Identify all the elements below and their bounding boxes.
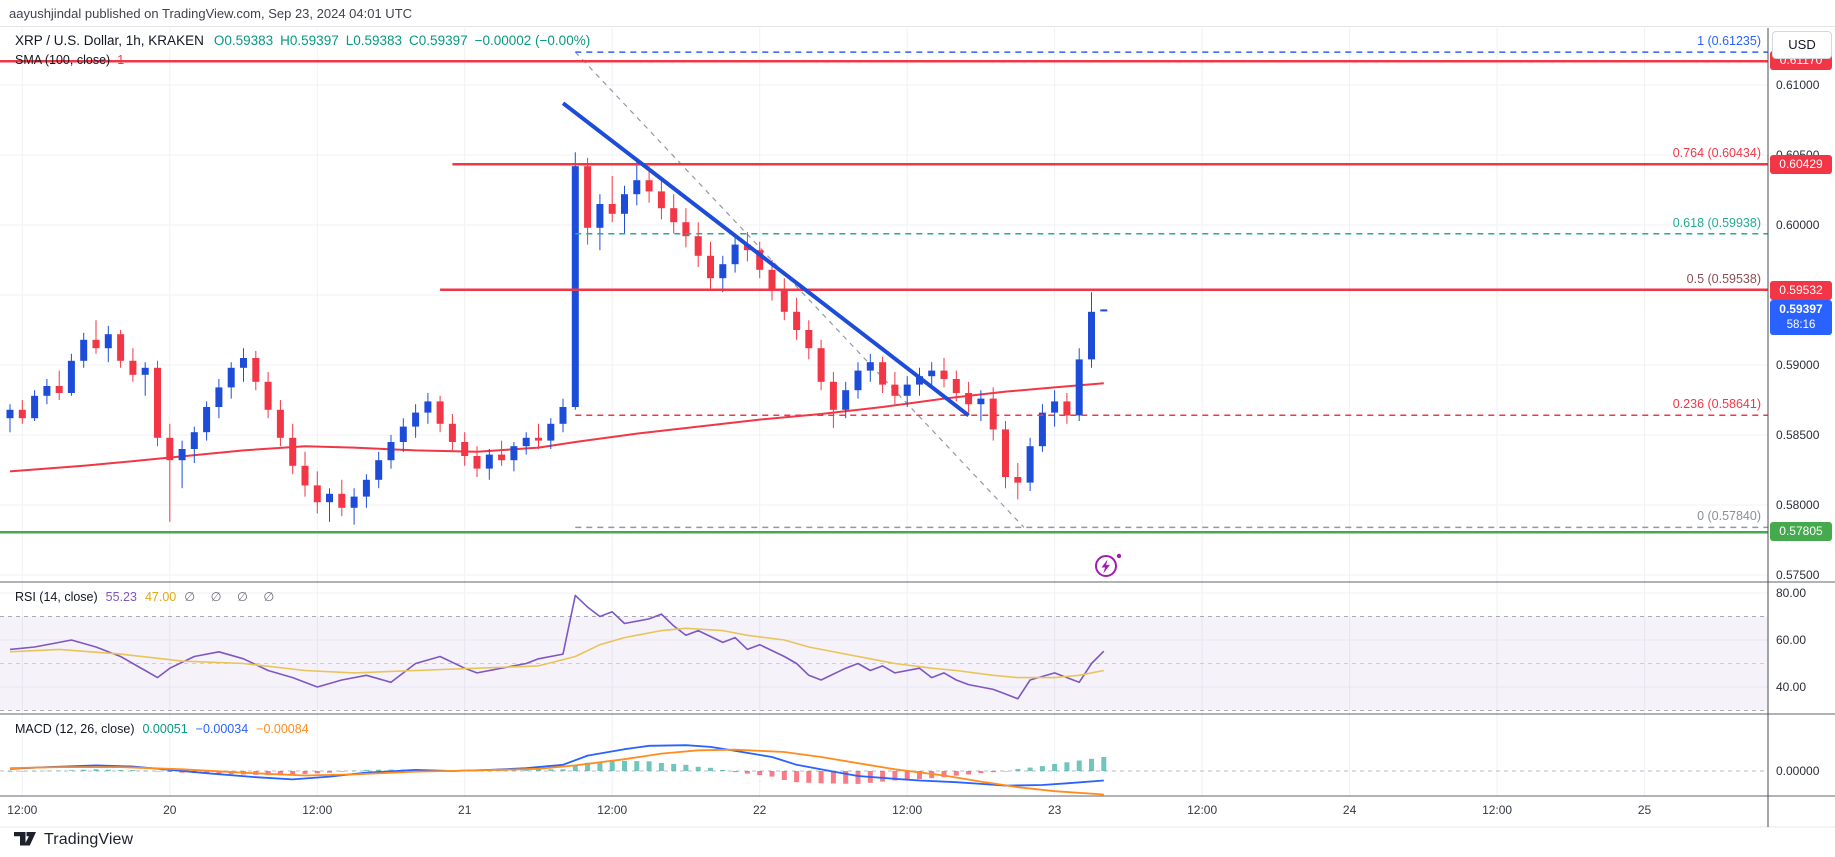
rsi-ma-value: 47.00 <box>144 590 177 604</box>
tradingview-logo-icon <box>14 831 36 845</box>
scale-tick: 0.58500 <box>1776 428 1820 442</box>
rsi-legend-label: RSI (14, close) <box>15 590 98 604</box>
price-tag: 0.60429 <box>1770 154 1832 174</box>
scale-tick: 80.00 <box>1776 586 1807 600</box>
time-axis-label: 12:00 <box>597 803 628 817</box>
time-axis-label: 23 <box>1047 803 1062 817</box>
fib-label: 0 (0.57840) <box>1697 509 1761 524</box>
scale-tick: 0.58000 <box>1776 498 1820 512</box>
rsi-value: 55.23 <box>105 590 137 604</box>
fib-label: 0.764 (0.60434) <box>1672 146 1761 161</box>
fib-label: 1 (0.61235) <box>1697 34 1761 49</box>
time-axis-label: 20 <box>163 803 177 817</box>
tradingview-logo[interactable]: TradingView <box>14 831 133 849</box>
publish-info-bar: aayushjindal published on TradingView.co… <box>0 0 1835 27</box>
time-axis-label: 12:00 <box>892 803 923 817</box>
macd-legend: MACD (12, 26, close) 0.00051 −0.00034 −0.00… <box>15 722 317 736</box>
time-axis-label: 12:00 <box>1482 803 1513 817</box>
ohlc-open: O0.59383 <box>213 33 274 48</box>
scale-tick: 0.59000 <box>1776 358 1820 372</box>
sma-legend-value: 1 <box>117 53 125 67</box>
fib-label: 0.236 (0.58641) <box>1672 397 1761 412</box>
symbol-legend: XRP / U.S. Dollar, 1h, KRAKEN O0.59383 H0.… <box>15 33 597 48</box>
time-axis-label: 25 <box>1637 803 1652 817</box>
time-axis-label: 12:00 <box>1187 803 1218 817</box>
scale-tick: 0.61000 <box>1776 78 1820 92</box>
sma-legend-label: SMA (100, close) <box>15 53 111 67</box>
macd-hist-value: 0.00051 <box>142 722 188 736</box>
scale-tick: 40.00 <box>1776 680 1807 694</box>
ohlc-low: L0.59383 <box>345 33 403 48</box>
price-tag: 0.57805 <box>1770 522 1832 542</box>
currency-toggle-button[interactable]: USD <box>1772 31 1832 59</box>
time-axis-label: 12:00 <box>7 803 38 817</box>
time-axis-label: 22 <box>753 803 767 817</box>
time-axis-label: 12:00 <box>302 803 333 817</box>
fib-label: 0.618 (0.59938) <box>1672 215 1761 230</box>
time-axis-label: 21 <box>458 803 472 817</box>
price-change: −0.00002 (−0.00%) <box>474 33 591 48</box>
symbol-title: XRP / U.S. Dollar, 1h, KRAKEN <box>15 33 204 48</box>
sma-legend: SMA (100, close) 1 <box>15 53 124 67</box>
scale-tick: 0.60000 <box>1776 218 1820 232</box>
scale-tick: 0.57500 <box>1776 568 1820 582</box>
tradingview-logo-text: TradingView <box>44 831 134 848</box>
macd-signal-value: −0.00084 <box>256 722 309 736</box>
rsi-hidden-values: ∅ ∅ ∅ ∅ <box>184 590 281 604</box>
fib-label: 0.5 (0.59538) <box>1686 271 1761 286</box>
scale-tick: 0.00000 <box>1776 764 1820 778</box>
ohlc-close: C0.59397 <box>409 33 468 48</box>
macd-line-value: −0.00034 <box>195 722 249 736</box>
publish-info-text: aayushjindal published on TradingView.co… <box>9 6 413 21</box>
macd-legend-label: MACD (12, 26, close) <box>15 722 135 736</box>
rsi-legend: RSI (14, close) 55.23 47.00 ∅ ∅ ∅ ∅ <box>15 589 288 604</box>
scale-tick: 60.00 <box>1776 633 1807 647</box>
price-tag: 0.59532 <box>1770 280 1832 300</box>
price-tag: 0.59397 58:16 <box>1770 300 1832 336</box>
boost-flash-icon[interactable] <box>1093 551 1123 579</box>
ohlc-high: H0.59397 <box>280 33 339 48</box>
time-axis-label: 24 <box>1342 803 1357 817</box>
